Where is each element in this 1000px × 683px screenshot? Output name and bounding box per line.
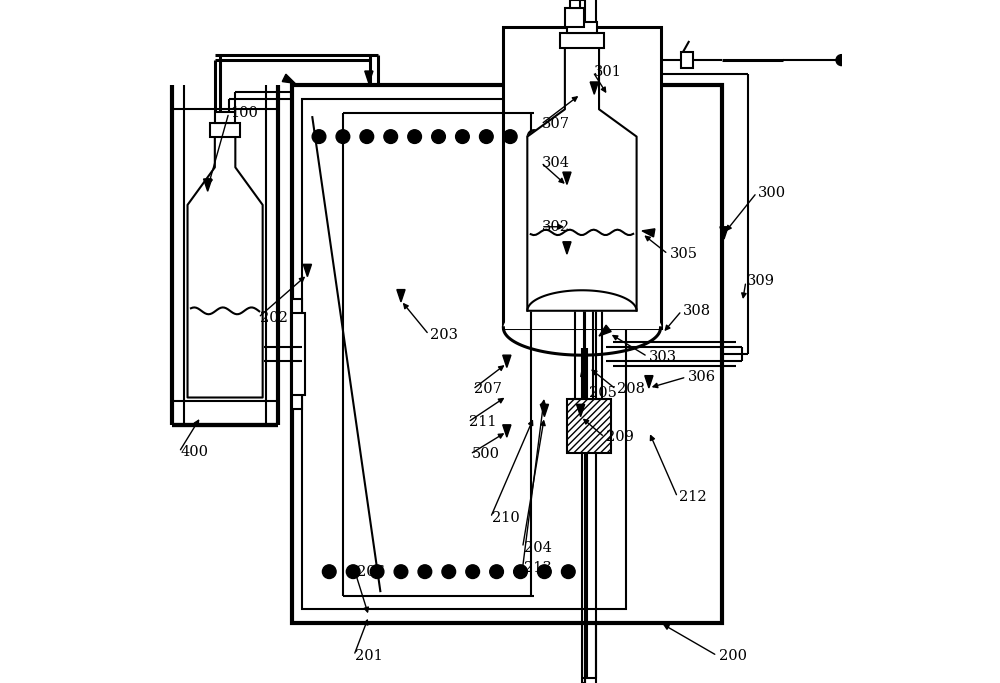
Text: 303: 303 (649, 350, 677, 363)
Text: 206: 206 (357, 566, 385, 579)
Text: 203: 203 (430, 328, 458, 342)
Polygon shape (204, 179, 212, 191)
Circle shape (575, 130, 589, 143)
Circle shape (312, 130, 326, 143)
Circle shape (322, 565, 336, 579)
Circle shape (551, 130, 565, 143)
Polygon shape (576, 404, 585, 417)
Text: 210: 210 (492, 511, 520, 525)
Circle shape (384, 130, 398, 143)
Text: 302: 302 (542, 220, 570, 234)
Polygon shape (303, 264, 311, 277)
Polygon shape (527, 48, 637, 311)
Circle shape (836, 55, 847, 66)
Text: 100: 100 (230, 106, 258, 120)
Text: 300: 300 (758, 186, 786, 199)
Text: 207: 207 (474, 382, 502, 396)
Text: 213: 213 (524, 561, 552, 575)
Circle shape (466, 565, 480, 579)
Circle shape (370, 565, 384, 579)
Polygon shape (503, 355, 511, 367)
Bar (567, 22, 597, 33)
Circle shape (490, 565, 503, 579)
Circle shape (360, 130, 374, 143)
Polygon shape (188, 137, 263, 398)
Polygon shape (540, 404, 548, 417)
Text: 205: 205 (589, 386, 617, 400)
Polygon shape (282, 74, 295, 83)
Bar (681, 52, 693, 68)
Bar (565, 8, 584, 27)
Bar (210, 123, 240, 137)
Text: 208: 208 (617, 382, 645, 396)
Bar (560, 33, 604, 48)
Text: 307: 307 (542, 117, 570, 131)
Circle shape (503, 130, 517, 143)
Circle shape (442, 565, 456, 579)
Text: 400: 400 (180, 445, 208, 459)
Polygon shape (365, 71, 373, 83)
Text: 201: 201 (355, 649, 383, 663)
Polygon shape (590, 82, 598, 94)
Polygon shape (720, 227, 728, 239)
Text: 308: 308 (683, 304, 711, 318)
Text: 200: 200 (719, 649, 747, 663)
Circle shape (538, 565, 551, 579)
Polygon shape (642, 229, 655, 237)
Text: 500: 500 (471, 447, 499, 461)
Polygon shape (645, 376, 653, 388)
Circle shape (336, 130, 350, 143)
Bar (292, 85, 722, 623)
Circle shape (418, 565, 432, 579)
Text: 212: 212 (679, 490, 707, 504)
Circle shape (514, 565, 527, 579)
Polygon shape (503, 425, 511, 437)
Text: 209: 209 (606, 430, 634, 444)
Circle shape (456, 130, 469, 143)
Text: 305: 305 (669, 247, 697, 261)
Circle shape (394, 565, 408, 579)
Bar (215, 112, 235, 123)
Circle shape (527, 130, 541, 143)
Circle shape (408, 130, 421, 143)
Circle shape (346, 565, 360, 579)
Text: 309: 309 (747, 275, 775, 288)
Polygon shape (563, 172, 571, 184)
Bar (292, 299, 302, 408)
Text: 202: 202 (260, 311, 287, 324)
Polygon shape (599, 325, 611, 336)
Circle shape (480, 130, 493, 143)
Bar (292, 313, 305, 395)
Text: 301: 301 (594, 65, 622, 79)
Bar (570, 0, 580, 8)
Text: 211: 211 (469, 415, 497, 429)
Circle shape (432, 130, 445, 143)
Text: 304: 304 (542, 156, 570, 169)
Polygon shape (397, 290, 405, 302)
Bar (567, 399, 611, 454)
Circle shape (561, 565, 575, 579)
Text: 306: 306 (688, 370, 716, 384)
Bar (302, 99, 626, 609)
Text: 204: 204 (524, 541, 552, 555)
Bar (503, 27, 661, 328)
Bar (567, 255, 611, 310)
Polygon shape (563, 242, 571, 254)
